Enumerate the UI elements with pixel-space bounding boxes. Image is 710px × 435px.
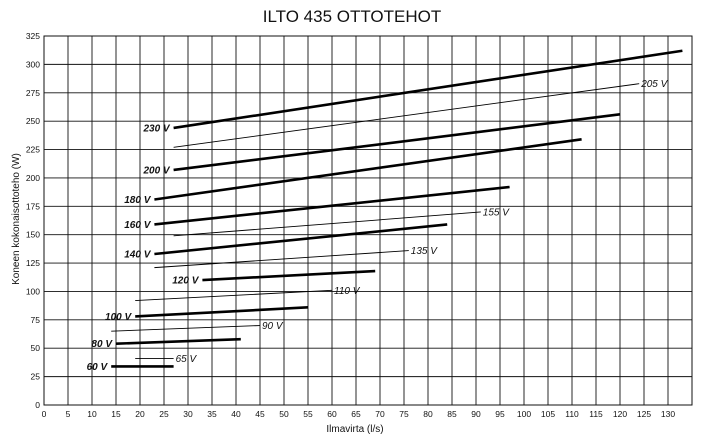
series-line	[135, 289, 333, 301]
series-label: 100 V	[105, 312, 132, 323]
y-tick-label: 325	[26, 31, 40, 41]
x-tick-label: 65	[351, 409, 361, 419]
x-tick-label: 25	[159, 409, 169, 419]
series-line	[173, 83, 640, 148]
x-tick-label: 0	[42, 409, 47, 419]
chart-title: ILTO 435 OTTOTEHOT	[263, 7, 442, 26]
x-tick-label: 90	[471, 409, 481, 419]
series-label: 205 V	[640, 79, 668, 90]
x-tick-label: 5	[66, 409, 71, 419]
x-tick-label: 10	[87, 409, 97, 419]
x-tick-label: 60	[327, 409, 337, 419]
x-tick-label: 130	[661, 409, 675, 419]
series-label: 155 V	[483, 207, 510, 218]
series-label: 80 V	[91, 339, 113, 350]
x-tick-label: 115	[589, 409, 603, 419]
tick-labels: 0 5 10 15 20 25 30 35 40 45 50 55 60 65 70 75 80 85 90 95 10…	[26, 31, 676, 419]
y-tick-label: 175	[26, 201, 40, 211]
series-label: 140 V	[124, 249, 151, 260]
x-tick-label: 50	[279, 409, 289, 419]
series-line	[154, 185, 510, 226]
series-label: 60 V	[87, 362, 109, 373]
series-line	[154, 250, 409, 269]
series-line	[154, 223, 448, 256]
x-tick-label: 105	[541, 409, 555, 419]
x-tick-label: 95	[495, 409, 505, 419]
y-tick-label: 150	[26, 230, 40, 240]
x-tick-label: 40	[231, 409, 241, 419]
y-tick-label: 25	[31, 372, 41, 382]
series-label: 180 V	[124, 195, 151, 206]
x-tick-label: 85	[447, 409, 457, 419]
series-label: 200 V	[142, 165, 170, 176]
series-line	[115, 337, 241, 345]
y-axis-label: Koneen kokonaisottoteho (W)	[11, 153, 22, 285]
series-line	[202, 269, 376, 282]
y-tick-label: 100	[26, 286, 40, 296]
y-tick-label: 50	[31, 343, 41, 353]
x-tick-label: 15	[111, 409, 121, 419]
y-tick-label: 75	[31, 315, 41, 325]
x-tick-label: 30	[183, 409, 193, 419]
x-tick-label: 100	[517, 409, 531, 419]
series-label: 90 V	[262, 321, 284, 332]
x-tick-label: 125	[637, 409, 651, 419]
grid	[43, 35, 693, 406]
x-tick-label: 70	[375, 409, 385, 419]
series-labels: 60 V 65 V 80 V 90 V 100 V 110 V 120 V 135 V 140 …	[87, 79, 669, 373]
y-tick-label: 300	[26, 59, 40, 69]
series-lines	[111, 49, 683, 368]
y-tick-label: 250	[26, 116, 40, 126]
series-line	[135, 306, 309, 318]
y-tick-label: 200	[26, 173, 40, 183]
series-label: 230 V	[142, 123, 170, 134]
series-line	[173, 113, 621, 172]
y-tick-label: 275	[26, 88, 40, 98]
x-tick-label: 45	[255, 409, 265, 419]
x-tick-label: 120	[613, 409, 627, 419]
series-line	[173, 211, 481, 237]
x-tick-label: 80	[423, 409, 433, 419]
x-tick-label: 20	[135, 409, 145, 419]
y-tick-label: 225	[26, 145, 40, 155]
series-label: 135 V	[411, 246, 438, 257]
series-label: 160 V	[124, 220, 151, 231]
series-label: 110 V	[334, 286, 361, 297]
x-tick-label: 110	[565, 409, 579, 419]
y-tick-label: 0	[35, 400, 40, 410]
x-tick-label: 55	[303, 409, 313, 419]
x-axis-label: Ilmavirta (l/s)	[326, 424, 383, 435]
plot-frame	[43, 35, 693, 406]
x-tick-label: 35	[207, 409, 217, 419]
series-line	[173, 49, 683, 130]
series-label: 65 V	[176, 354, 198, 365]
x-tick-label: 75	[399, 409, 409, 419]
y-tick-label: 125	[26, 258, 40, 268]
series-line	[154, 138, 582, 201]
series-label: 120 V	[172, 276, 199, 287]
series-line	[111, 325, 261, 332]
